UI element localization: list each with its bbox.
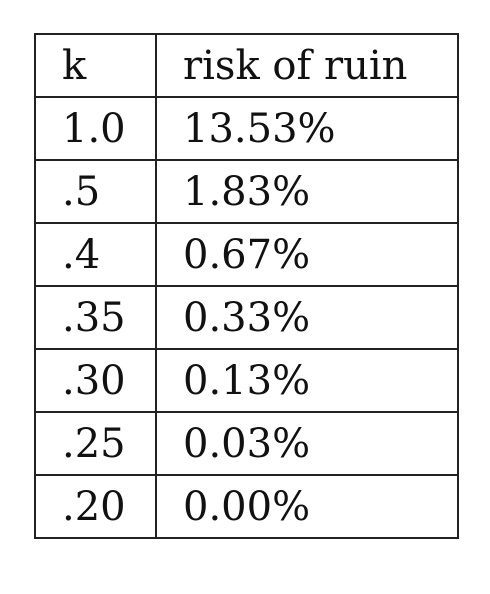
cell-risk-of-ruin: 0.67%: [155, 222, 459, 287]
header-cell-k: k: [34, 33, 157, 98]
cell-k: .30: [34, 348, 157, 413]
cell-k: .4: [34, 222, 157, 287]
cell-risk-of-ruin: 13.53%: [155, 96, 459, 161]
table-body: 1.0 13.53% .5 1.83% .4 0.67% .35 0.33% .…: [34, 96, 459, 539]
table-row: .35 0.33%: [34, 285, 459, 350]
cell-k: .5: [34, 159, 157, 224]
table-row: .25 0.03%: [34, 411, 459, 476]
cell-risk-of-ruin: 0.33%: [155, 285, 459, 350]
table-row: .5 1.83%: [34, 159, 459, 224]
cell-k: .35: [34, 285, 157, 350]
cell-risk-of-ruin: 1.83%: [155, 159, 459, 224]
header-row: k risk of ruin: [34, 33, 459, 98]
table-header: k risk of ruin: [34, 33, 459, 98]
table-row: 1.0 13.53%: [34, 96, 459, 161]
header-cell-risk-of-ruin: risk of ruin: [155, 33, 459, 98]
cell-k: .20: [34, 474, 157, 539]
table-row: .20 0.00%: [34, 474, 459, 539]
cell-risk-of-ruin: 0.13%: [155, 348, 459, 413]
cell-k: 1.0: [34, 96, 157, 161]
risk-of-ruin-table: k risk of ruin 1.0 13.53% .5 1.83% .4 0.…: [34, 33, 459, 539]
table-row: .30 0.13%: [34, 348, 459, 413]
cell-risk-of-ruin: 0.03%: [155, 411, 459, 476]
cell-risk-of-ruin: 0.00%: [155, 474, 459, 539]
cell-k: .25: [34, 411, 157, 476]
table-row: .4 0.67%: [34, 222, 459, 287]
